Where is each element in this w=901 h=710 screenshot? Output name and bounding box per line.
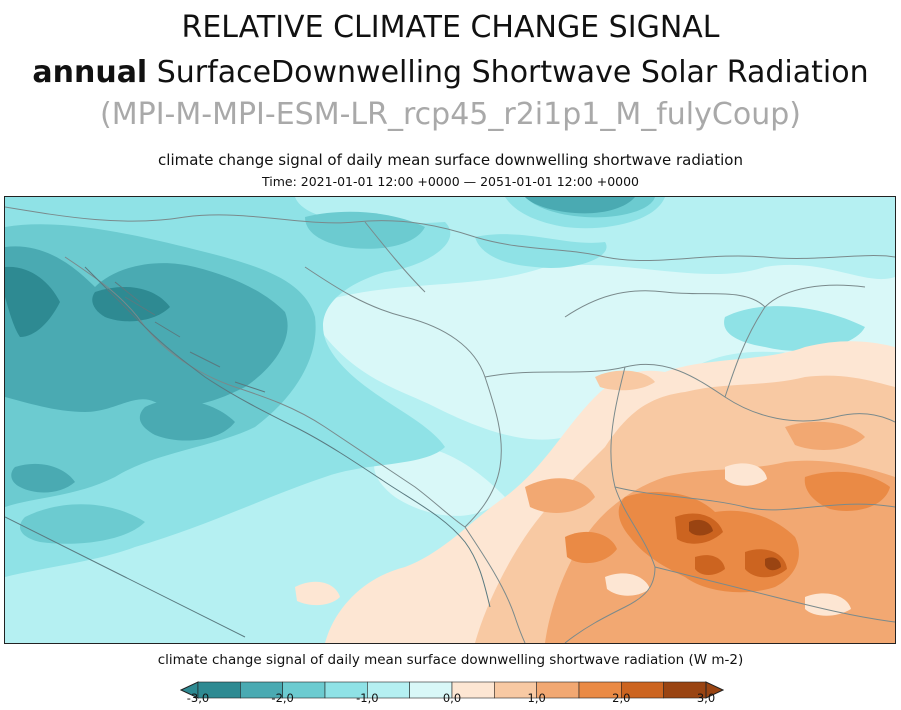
colorbar-tick-label: 1,0 bbox=[528, 691, 546, 705]
variable-name: SurfaceDownwelling Shortwave Solar Radia… bbox=[147, 55, 868, 90]
time-range-label: Time: 2021-01-01 12:00 +0000 — 2051-01-0… bbox=[0, 174, 901, 189]
variable-title: annual SurfaceDownwelling Shortwave Sola… bbox=[0, 55, 901, 90]
colorbar-tick-label: -3,0 bbox=[187, 691, 209, 705]
climate-signal-map bbox=[4, 196, 896, 644]
period-label: annual bbox=[32, 55, 147, 90]
map-subtitle: climate change signal of daily mean surf… bbox=[0, 151, 901, 169]
colorbar-tick-label: -2,0 bbox=[271, 691, 293, 705]
colorbar-tick-label: 2,0 bbox=[612, 691, 630, 705]
colorbar-tick-label: -1,0 bbox=[356, 691, 378, 705]
colorbar-tick-label: 3,0 bbox=[697, 691, 715, 705]
model-run-title: (MPI-M-MPI-ESM-LR_rcp45_r2i1p1_M_fulyCou… bbox=[0, 97, 901, 132]
colorbar-tick-label: 0,0 bbox=[443, 691, 461, 705]
colorbar-title: climate change signal of daily mean surf… bbox=[0, 652, 901, 668]
main-title: RELATIVE CLIMATE CHANGE SIGNAL bbox=[0, 10, 901, 45]
